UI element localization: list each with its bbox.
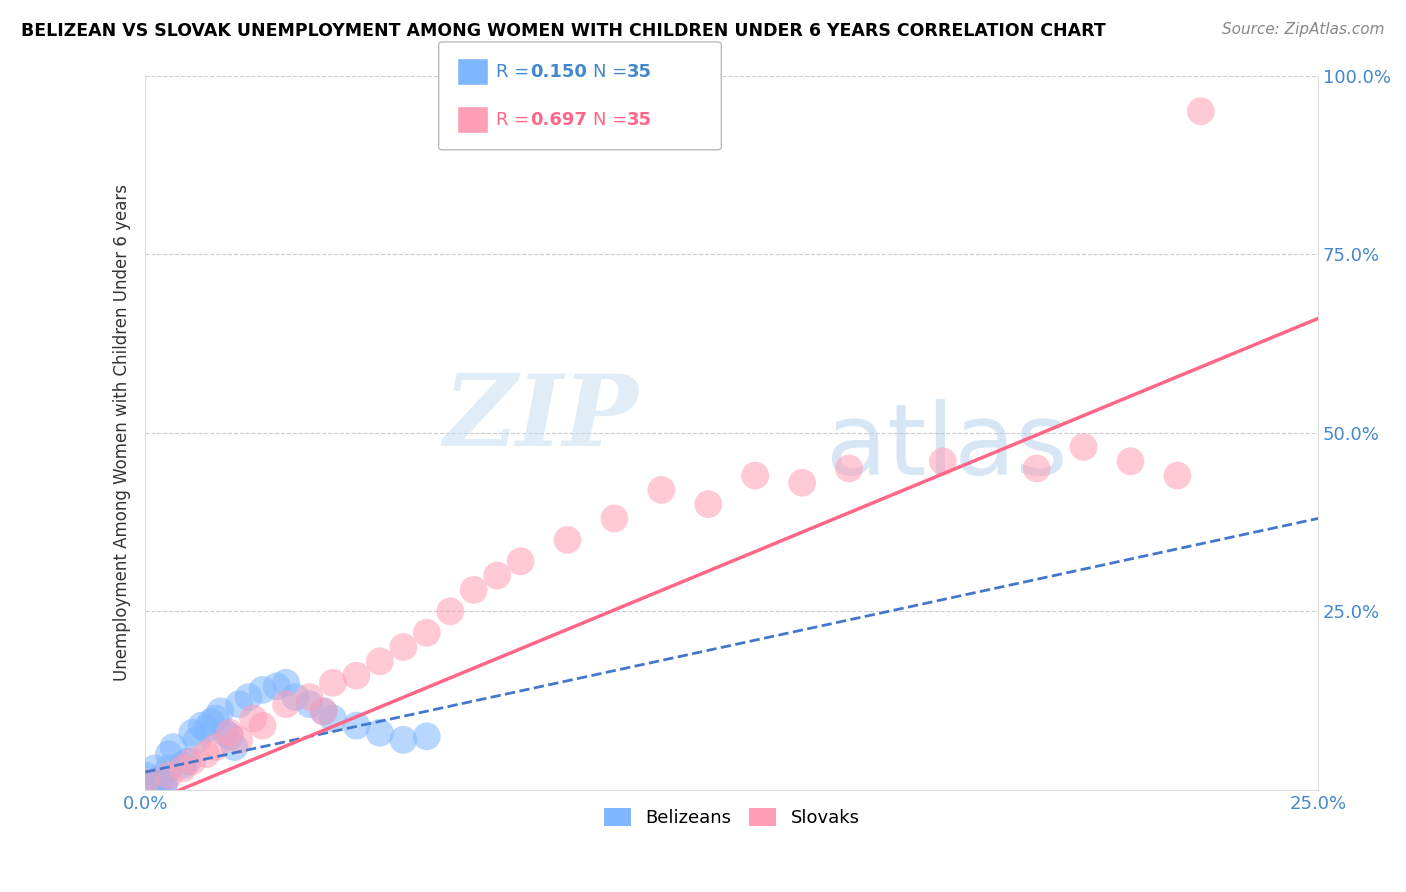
- Point: [157, 747, 180, 762]
- Point: [697, 497, 720, 511]
- Point: [416, 729, 439, 743]
- Point: [252, 718, 274, 732]
- Point: [218, 729, 240, 743]
- Point: [204, 711, 226, 725]
- Point: [252, 682, 274, 697]
- Point: [1189, 104, 1212, 119]
- Point: [298, 697, 321, 711]
- Text: N =: N =: [593, 111, 633, 128]
- Point: [143, 762, 166, 776]
- Point: [195, 747, 218, 762]
- Text: N =: N =: [593, 62, 633, 80]
- Point: [932, 454, 955, 468]
- Point: [190, 718, 212, 732]
- Point: [134, 769, 156, 783]
- Point: [148, 772, 170, 787]
- Point: [218, 725, 240, 739]
- Text: ZIP: ZIP: [443, 370, 638, 467]
- Point: [1025, 461, 1047, 475]
- Point: [463, 582, 485, 597]
- Point: [416, 625, 439, 640]
- Point: [1166, 468, 1188, 483]
- Point: [172, 762, 194, 776]
- Point: [368, 725, 391, 739]
- Point: [298, 690, 321, 704]
- Point: [439, 604, 461, 618]
- Point: [274, 675, 297, 690]
- Point: [153, 776, 176, 790]
- Text: R =: R =: [496, 111, 536, 128]
- Point: [172, 758, 194, 772]
- Point: [557, 533, 579, 547]
- Point: [176, 755, 198, 769]
- Point: [322, 711, 344, 725]
- Point: [509, 554, 531, 568]
- Point: [186, 732, 208, 747]
- Point: [228, 732, 250, 747]
- Point: [157, 769, 180, 783]
- Point: [214, 725, 236, 739]
- Point: [312, 704, 335, 718]
- Point: [1073, 440, 1095, 454]
- Point: [650, 483, 672, 497]
- Point: [200, 714, 222, 729]
- Legend: Belizeans, Slovaks: Belizeans, Slovaks: [596, 801, 868, 835]
- Point: [838, 461, 860, 475]
- Point: [322, 675, 344, 690]
- Point: [368, 654, 391, 668]
- Point: [744, 468, 766, 483]
- Point: [790, 475, 813, 490]
- Text: 35: 35: [627, 62, 652, 80]
- Point: [134, 776, 156, 790]
- Point: [162, 740, 184, 755]
- Point: [224, 740, 246, 755]
- Text: 0.150: 0.150: [530, 62, 586, 80]
- Point: [392, 732, 415, 747]
- Point: [148, 776, 170, 790]
- Point: [312, 704, 335, 718]
- Text: R =: R =: [496, 62, 536, 80]
- Text: atlas: atlas: [825, 399, 1067, 495]
- Point: [284, 690, 307, 704]
- Point: [157, 762, 180, 776]
- Point: [139, 780, 162, 794]
- Point: [195, 722, 218, 736]
- Point: [1119, 454, 1142, 468]
- Point: [344, 668, 367, 682]
- Point: [242, 711, 264, 725]
- Point: [392, 640, 415, 654]
- Text: 35: 35: [627, 111, 652, 128]
- Point: [181, 725, 204, 739]
- Point: [486, 568, 509, 582]
- Point: [209, 704, 232, 718]
- Point: [344, 718, 367, 732]
- Point: [181, 755, 204, 769]
- Point: [603, 511, 626, 525]
- Point: [266, 679, 288, 693]
- Point: [274, 697, 297, 711]
- Point: [228, 697, 250, 711]
- Text: 0.697: 0.697: [530, 111, 586, 128]
- Point: [204, 740, 226, 755]
- Text: Source: ZipAtlas.com: Source: ZipAtlas.com: [1222, 22, 1385, 37]
- Point: [238, 690, 260, 704]
- Text: BELIZEAN VS SLOVAK UNEMPLOYMENT AMONG WOMEN WITH CHILDREN UNDER 6 YEARS CORRELAT: BELIZEAN VS SLOVAK UNEMPLOYMENT AMONG WO…: [21, 22, 1107, 40]
- Y-axis label: Unemployment Among Women with Children Under 6 years: Unemployment Among Women with Children U…: [114, 185, 131, 681]
- Point: [153, 777, 176, 791]
